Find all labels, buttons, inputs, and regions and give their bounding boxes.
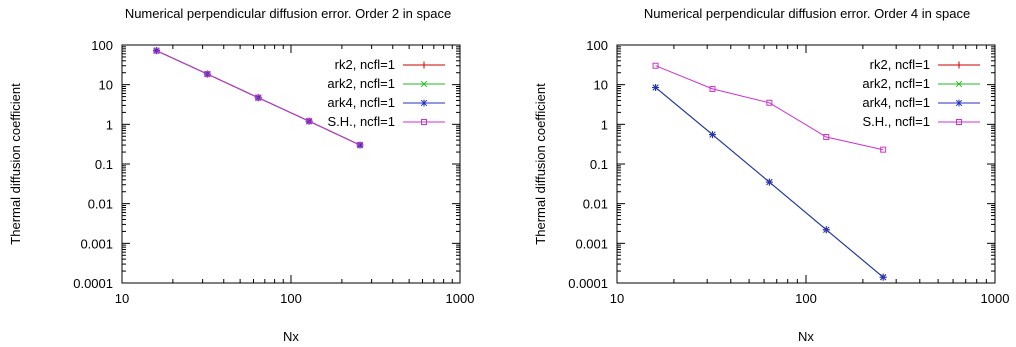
data-point	[652, 62, 659, 69]
marker-square	[356, 142, 363, 149]
plot-frame	[616, 44, 996, 284]
marker-square	[153, 47, 160, 54]
marker-stroke	[766, 178, 773, 186]
marker-stroke	[153, 47, 160, 54]
data-point	[766, 99, 773, 106]
y-tick-label: 100	[586, 38, 608, 53]
legend-marker	[420, 80, 428, 88]
data-point	[709, 85, 716, 92]
chart-title: Numerical perpendicular diffusion error.…	[125, 6, 451, 21]
marker-stroke	[709, 131, 716, 138]
marker-square	[956, 119, 962, 125]
legend: rk2, ncfl=1 ark2, ncfl=1 ark4, ncfl=1 S.H.,…	[327, 57, 445, 129]
legend-label: S.H., ncfl=1	[327, 114, 395, 129]
series-s-h-ncfl-1	[153, 47, 363, 149]
y-axis-label: Thermal diffusion coefficient	[533, 83, 548, 245]
x-tick-label: 100	[795, 291, 817, 306]
marker-square	[204, 71, 211, 78]
y-tick-label: 0.1	[590, 157, 608, 172]
series-line	[156, 50, 361, 146]
chart-title: Numerical perpendicular diffusion error.…	[644, 6, 970, 21]
x-axis-label: Nx	[283, 329, 299, 344]
marker-stroke	[880, 274, 887, 281]
legend-label: rk2, ncfl=1	[870, 57, 930, 72]
marker-stroke	[652, 84, 659, 91]
y-tick-label: 10	[594, 78, 608, 93]
series-line	[655, 65, 884, 151]
legend-label: ark2, ncfl=1	[862, 76, 930, 91]
marker-square	[880, 146, 887, 153]
legend-label: ark2, ncfl=1	[327, 76, 395, 91]
legend-marker	[421, 119, 427, 125]
y-tick-label: 0.1	[95, 157, 113, 172]
y-tick-label: 100	[91, 38, 113, 53]
marker-stroke	[420, 99, 428, 107]
y-tick-label: 0.001	[575, 236, 608, 251]
data-point	[356, 142, 363, 149]
marker-square	[709, 85, 716, 92]
legend-marker	[955, 61, 963, 69]
chart-2: Numerical perpendicular diffusion error.…	[533, 6, 1009, 344]
y-axis-label: Thermal diffusion coefficient	[8, 83, 23, 245]
x-axis-label: Nx	[798, 329, 814, 344]
data-point	[765, 178, 773, 186]
y-tick-label: 0.0001	[73, 276, 113, 291]
y-tick-label: 10	[99, 78, 113, 93]
y-tick-label: 0.001	[80, 236, 113, 251]
legend-marker	[420, 99, 428, 107]
y-tick-label: 0.01	[88, 197, 113, 212]
y-tick-label: 0.01	[583, 197, 608, 212]
marker-square	[255, 94, 262, 101]
x-tick-label: 1000	[446, 291, 475, 306]
marker-square	[652, 62, 659, 69]
series-ark4-ncfl-1	[652, 83, 887, 281]
x-tick-label: 10	[115, 291, 129, 306]
data-point	[153, 47, 160, 54]
chart-1: Numerical perpendicular diffusion error.…	[8, 6, 474, 344]
data-point	[823, 133, 830, 140]
marker-square	[421, 119, 427, 125]
legend-label: ark4, ncfl=1	[327, 95, 395, 110]
legend-label: rk2, ncfl=1	[335, 57, 395, 72]
legend-label: S.H., ncfl=1	[862, 114, 930, 129]
marker-square	[306, 118, 313, 125]
data-point	[652, 83, 660, 91]
plot-frame	[121, 44, 461, 284]
x-tick-label: 100	[280, 291, 302, 306]
x-tick-label: 1000	[981, 291, 1010, 306]
legend-marker	[955, 99, 963, 107]
data-point	[204, 71, 211, 78]
y-tick-label: 1	[601, 117, 608, 132]
data-point	[708, 131, 716, 139]
data-point	[879, 273, 887, 281]
series-s-h-ncfl-1	[652, 62, 887, 153]
data-point	[880, 146, 887, 153]
data-point	[255, 94, 262, 101]
marker-square	[766, 99, 773, 106]
legend-marker	[955, 80, 963, 88]
y-tick-label: 1	[106, 117, 113, 132]
legend-label: ark4, ncfl=1	[862, 95, 930, 110]
legend: rk2, ncfl=1 ark2, ncfl=1 ark4, ncfl=1 S.H.,…	[862, 57, 980, 129]
data-point	[306, 118, 313, 125]
data-point	[822, 226, 830, 234]
marker-square	[823, 133, 830, 140]
x-tick-label: 10	[610, 291, 624, 306]
y-tick-label: 0.0001	[568, 276, 608, 291]
marker-stroke	[420, 80, 428, 88]
legend-marker	[956, 119, 962, 125]
marker-stroke	[955, 99, 963, 107]
marker-stroke	[955, 80, 963, 88]
legend-marker	[420, 61, 428, 69]
marker-stroke	[823, 226, 830, 233]
